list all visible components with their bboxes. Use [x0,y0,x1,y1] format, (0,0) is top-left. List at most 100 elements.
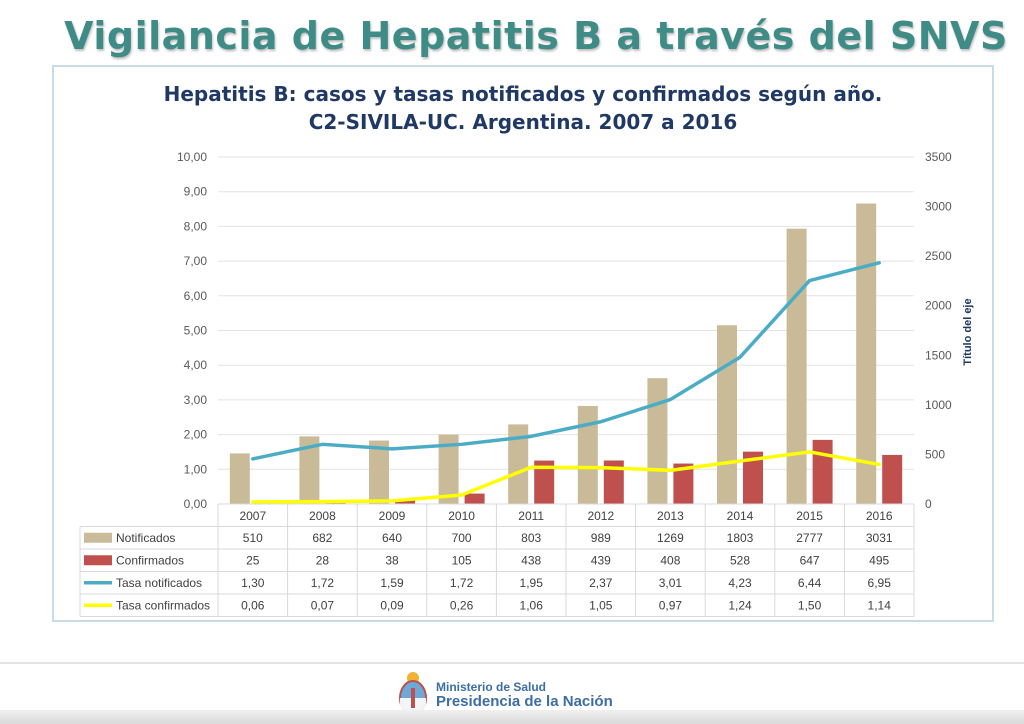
x-category-label: 2011 [518,509,544,523]
bar-notificados [438,434,459,504]
table-value: 6,95 [868,576,892,590]
table-value: 1,06 [520,598,544,612]
table-value: 25 [246,553,260,567]
table-value: 640 [382,531,402,545]
table-value: 1803 [727,531,754,545]
table-value: 1269 [657,531,684,545]
y-right-tick-label: 0 [925,497,932,511]
table-value: 1,72 [450,576,474,590]
bar-notificados [508,424,529,504]
table-value: 105 [452,553,472,567]
y-left-tick-label: 9,00 [184,185,208,199]
y-left-tick-label: 5,00 [184,324,208,338]
y-right-axis-title: Título del eje [962,298,974,365]
slide-title: Vigilancia de Hepatitis B a través del S… [64,14,1008,58]
table-value: 3031 [866,531,893,545]
x-category-label: 2016 [866,509,893,523]
chart-title: Hepatitis B: casos y tasas notificados y… [52,80,994,136]
y-right-tick-label: 2500 [925,249,952,263]
table-value: 682 [312,531,332,545]
y-left-tick-label: 1,00 [184,462,208,476]
y-right-tick-label: 3500 [925,150,952,164]
table-value: 0,06 [241,598,265,612]
bar-confirmados [603,460,624,504]
table-value: 989 [591,531,611,545]
y-right-tick-label: 500 [925,447,945,461]
table-value: 6,44 [798,576,822,590]
y-left-tick-label: 7,00 [184,254,208,268]
table-value: 38 [385,553,399,567]
bar-confirmados [882,454,903,504]
table-value: 510 [243,531,263,545]
legend-label: Tasa notificados [116,576,202,590]
table-value: 1,95 [520,576,544,590]
y-left-tick-label: 3,00 [184,393,208,407]
table-value: 803 [521,531,541,545]
x-category-label: 2008 [309,509,336,523]
table-value: 438 [521,553,541,567]
legend-label: Confirmados [116,553,184,567]
footer-divider [0,662,1024,664]
x-category-label: 2015 [796,509,823,523]
bar-notificados [299,436,320,504]
legend-key-confirmados [84,555,112,566]
line-tasa-confirmados [251,450,881,504]
table-value: 2777 [796,531,823,545]
table-value: 700 [452,531,472,545]
y-left-tick-label: 0,00 [184,497,208,511]
bar-confirmados [673,463,694,504]
legend-key-notificados [84,532,112,543]
table-value: 1,30 [241,576,265,590]
y-left-tick-label: 10,00 [177,150,207,164]
table-value: 647 [800,553,820,567]
line-tasa-notificados [251,261,881,461]
bar-notificados [856,203,877,505]
legend-label: Notificados [116,531,175,545]
bar-notificados [786,228,807,504]
x-category-label: 2009 [379,509,406,523]
x-category-label: 2010 [448,509,475,523]
table-value: 28 [316,553,330,567]
legend-label: Tasa confirmados [116,598,210,612]
bar-confirmados [812,439,833,504]
y-right-tick-label: 2000 [925,299,952,313]
table-value: 4,23 [728,576,752,590]
table-value: 0,97 [659,598,683,612]
bar-notificados [647,378,668,504]
footer-band [0,710,1024,724]
bar-notificados [369,440,389,504]
y-left-tick-label: 8,00 [184,219,208,233]
table-value: 1,05 [589,598,613,612]
y-right-tick-label: 3000 [925,200,952,214]
bar-notificados [577,405,598,504]
x-category-label: 2012 [587,509,614,523]
bar-confirmados [395,500,415,504]
table-value: 1,72 [311,576,335,590]
table-value: 1,59 [380,576,404,590]
table-value: 0,09 [380,598,404,612]
chart-frame [52,65,994,622]
table-value: 528 [730,553,750,567]
ministry-name: Ministerio de Salud [436,680,547,694]
y-left-tick-label: 4,00 [184,358,208,372]
bar-confirmados [534,460,555,504]
national-emblem-icon [399,672,427,716]
y-right-tick-label: 1500 [925,348,952,362]
x-category-label: 2013 [657,509,684,523]
bar-confirmados [464,493,485,504]
chart-title-line-2: C2-SIVILA-UC. Argentina. 2007 a 2016 [308,110,738,134]
table-value: 495 [869,553,889,567]
presidency-name: Presidencia de la Nación [436,693,613,710]
table-value: 3,01 [659,576,683,590]
table-value: 1,50 [798,598,822,612]
table-value: 1,24 [728,598,752,612]
x-category-label: 2007 [239,509,266,523]
y-left-tick-label: 6,00 [184,289,208,303]
y-right-tick-label: 1000 [925,398,952,412]
x-category-label: 2014 [727,509,754,523]
table-value: 2,37 [589,576,613,590]
bar-confirmados [743,451,763,504]
bar-notificados [717,325,737,504]
table-value: 439 [591,553,611,567]
